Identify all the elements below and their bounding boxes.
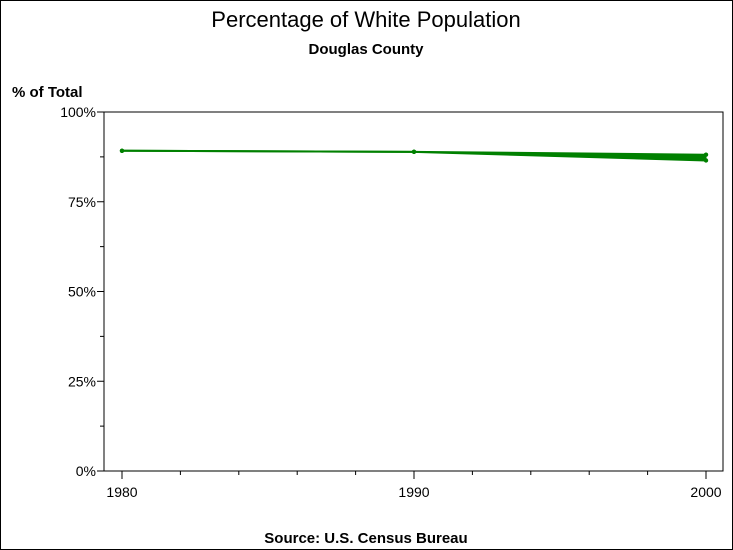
x-axis: 1980 1990 2000 [106,471,722,500]
x-tick-label: 1980 [106,484,137,500]
series-layer [119,148,709,163]
y-tick-label: 0% [76,463,96,479]
data-point [119,148,125,153]
data-point [703,158,709,163]
y-axis-label: % of Total [12,84,83,101]
y-axis: 0% 25% 50% 75% 100% [60,104,104,479]
source-note: Source: U.S. Census Bureau [264,530,467,547]
x-tick-label: 2000 [690,484,721,500]
data-point [703,152,709,157]
x-tick-label: 1990 [398,484,429,500]
y-tick-label: 100% [60,104,96,120]
chart-subtitle: Douglas County [309,41,425,58]
chart-title: Percentage of White Population [211,7,520,32]
y-tick-label: 25% [68,373,96,389]
y-tick-label: 75% [68,194,96,210]
plot-area [103,111,724,472]
data-point [411,149,417,155]
y-tick-label: 50% [68,284,96,300]
